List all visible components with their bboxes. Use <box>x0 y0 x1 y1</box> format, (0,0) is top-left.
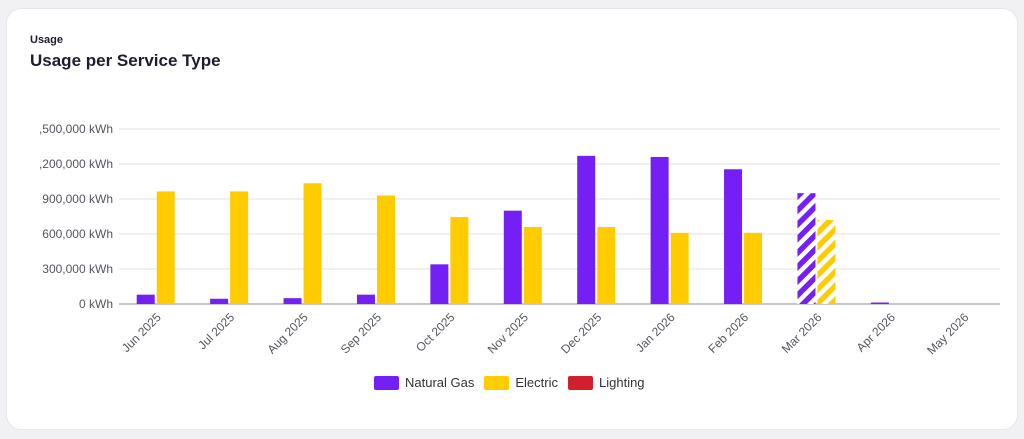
legend-item-electric[interactable]: Electric <box>484 375 558 390</box>
legend-label-electric: Electric <box>515 375 558 390</box>
x-axis-ticks: Jun 2025 Jul 2025 Aug 2025 Sep 2025 Oct 2025… <box>119 310 972 357</box>
y-tick-label: 600,000 kWh <box>42 227 113 241</box>
legend-label-natural-gas: Natural Gas <box>405 375 475 390</box>
bar-electric[interactable] <box>230 191 249 304</box>
bar-electric[interactable] <box>450 217 469 304</box>
legend-label-lighting: Lighting <box>599 375 645 390</box>
x-tick-label: Oct 2025 <box>413 310 458 355</box>
x-tick-label: May 2026 <box>924 310 971 357</box>
legend-item-natural-gas[interactable]: Natural Gas <box>374 375 474 390</box>
bar-natural-gas[interactable] <box>797 193 816 304</box>
x-tick-label: Jan 2026 <box>633 310 678 355</box>
legend-swatch-lighting <box>568 375 593 390</box>
bar-natural-gas[interactable] <box>210 298 229 304</box>
x-tick-label: Apr 2026 <box>854 310 899 355</box>
y-tick-label: ,200,000 kWh <box>39 157 113 171</box>
x-tick-label: Aug 2025 <box>264 310 310 356</box>
bar-electric[interactable] <box>744 232 763 304</box>
y-tick-label: ,500,000 kWh <box>39 122 113 136</box>
x-tick-label: Jul 2025 <box>195 310 237 352</box>
bar-electric[interactable] <box>670 232 689 304</box>
y-tick-label: 0 kWh <box>79 297 113 311</box>
bar-electric[interactable] <box>156 191 175 304</box>
card-title: Usage per Service Type <box>30 51 221 70</box>
bar-natural-gas[interactable] <box>430 264 449 304</box>
bar-electric[interactable] <box>376 195 395 305</box>
y-tick-label: 300,000 kWh <box>42 262 113 276</box>
legend-swatch-natural-gas <box>374 375 399 390</box>
y-axis-ticks: 0 kWh 300,000 kWh 600,000 kWh 900,000 kWh ,2… <box>39 122 113 311</box>
bar-natural-gas[interactable] <box>870 302 889 305</box>
bar-electric[interactable] <box>523 227 542 304</box>
legend-swatch-electric <box>484 375 510 390</box>
bar-electric[interactable] <box>817 220 836 304</box>
bar-natural-gas[interactable] <box>136 294 155 304</box>
x-tick-label: Mar 2026 <box>779 310 825 356</box>
y-tick-label: 900,000 kWh <box>42 192 113 206</box>
bar-electric[interactable] <box>597 227 616 304</box>
bar-electric[interactable] <box>303 183 322 304</box>
grid-lines <box>119 128 1000 305</box>
chart-legend: Natural Gas Electric Lighting <box>374 375 645 390</box>
bar-natural-gas[interactable] <box>356 294 375 304</box>
x-tick-label: Sep 2025 <box>338 310 384 356</box>
legend-item-lighting[interactable]: Lighting <box>568 375 645 390</box>
card-eyebrow: Usage <box>30 34 64 46</box>
x-tick-label: Dec 2025 <box>558 310 604 356</box>
bar-natural-gas[interactable] <box>650 157 669 304</box>
bar-natural-gas[interactable] <box>724 169 743 304</box>
bar-natural-gas[interactable] <box>503 210 522 304</box>
x-tick-label: Jun 2025 <box>119 310 164 355</box>
bar-natural-gas[interactable] <box>577 155 596 304</box>
x-tick-label: Feb 2026 <box>705 310 751 356</box>
bar-natural-gas[interactable] <box>283 298 302 304</box>
x-tick-label: Nov 2025 <box>485 310 531 356</box>
bars <box>136 155 889 305</box>
